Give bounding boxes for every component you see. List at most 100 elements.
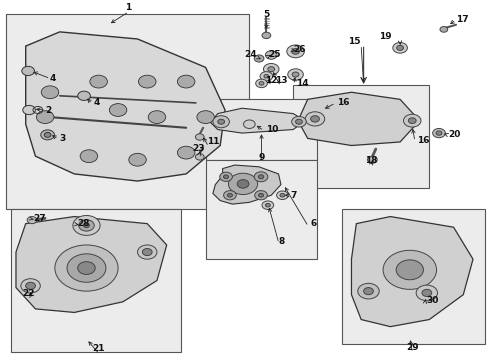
Text: 24: 24 <box>244 50 256 59</box>
Circle shape <box>395 260 423 280</box>
Circle shape <box>227 193 232 197</box>
Circle shape <box>291 72 298 77</box>
Circle shape <box>265 203 270 207</box>
Text: 15: 15 <box>347 37 360 46</box>
Circle shape <box>367 156 376 163</box>
Circle shape <box>223 175 228 179</box>
Circle shape <box>83 223 89 228</box>
Text: 7: 7 <box>290 191 296 200</box>
FancyBboxPatch shape <box>11 210 181 351</box>
Circle shape <box>148 111 165 123</box>
Circle shape <box>137 245 157 259</box>
Circle shape <box>255 79 267 87</box>
Circle shape <box>392 42 407 53</box>
Text: 17: 17 <box>455 15 468 24</box>
Polygon shape <box>351 217 472 327</box>
Circle shape <box>219 172 232 181</box>
Circle shape <box>435 131 441 135</box>
Circle shape <box>295 119 302 124</box>
Text: 1: 1 <box>124 3 131 12</box>
Circle shape <box>217 119 224 124</box>
Circle shape <box>310 116 319 122</box>
Circle shape <box>265 51 277 59</box>
Circle shape <box>254 191 267 200</box>
Polygon shape <box>210 108 305 133</box>
Text: 10: 10 <box>266 125 278 134</box>
Circle shape <box>26 282 35 289</box>
Circle shape <box>23 105 35 114</box>
Circle shape <box>55 245 118 291</box>
Circle shape <box>262 201 273 210</box>
Circle shape <box>197 111 214 123</box>
Text: 16: 16 <box>416 136 429 145</box>
Circle shape <box>195 154 203 160</box>
Circle shape <box>305 112 324 126</box>
Text: 9: 9 <box>258 153 264 162</box>
Circle shape <box>363 288 372 295</box>
Circle shape <box>357 283 378 299</box>
Circle shape <box>396 45 403 50</box>
Text: 23: 23 <box>192 144 204 153</box>
Circle shape <box>264 75 268 78</box>
Circle shape <box>21 279 40 293</box>
Circle shape <box>259 82 264 85</box>
Circle shape <box>291 49 299 54</box>
Circle shape <box>280 193 285 197</box>
Text: 16: 16 <box>336 98 348 107</box>
Circle shape <box>267 67 274 72</box>
Text: 20: 20 <box>448 130 460 139</box>
Circle shape <box>177 146 195 159</box>
Text: 3: 3 <box>60 134 66 143</box>
Text: 8: 8 <box>278 237 284 246</box>
Circle shape <box>67 254 106 282</box>
Circle shape <box>79 220 94 231</box>
FancyBboxPatch shape <box>341 210 484 345</box>
Circle shape <box>22 66 34 76</box>
Circle shape <box>142 248 152 256</box>
Circle shape <box>80 150 98 163</box>
Text: 2: 2 <box>45 105 51 114</box>
Text: 30: 30 <box>426 296 438 305</box>
Circle shape <box>291 116 305 127</box>
Circle shape <box>260 72 272 81</box>
Circle shape <box>41 86 59 99</box>
Circle shape <box>263 63 279 75</box>
FancyBboxPatch shape <box>205 99 317 160</box>
Circle shape <box>177 75 195 88</box>
Circle shape <box>287 69 303 80</box>
FancyBboxPatch shape <box>205 160 317 259</box>
Text: 4: 4 <box>94 98 100 107</box>
Text: 12: 12 <box>264 76 277 85</box>
Polygon shape <box>16 217 166 312</box>
Circle shape <box>78 262 95 274</box>
Circle shape <box>223 191 236 200</box>
Text: 25: 25 <box>267 50 280 59</box>
Circle shape <box>212 116 229 128</box>
Circle shape <box>262 32 270 39</box>
Circle shape <box>439 27 447 32</box>
Circle shape <box>78 91 90 100</box>
Text: 22: 22 <box>22 289 34 298</box>
Polygon shape <box>26 32 224 181</box>
Text: 14: 14 <box>295 79 307 88</box>
Text: 6: 6 <box>309 219 316 228</box>
Circle shape <box>90 75 107 88</box>
Text: 11: 11 <box>206 136 219 145</box>
FancyBboxPatch shape <box>292 85 428 188</box>
Circle shape <box>128 153 146 166</box>
Circle shape <box>286 45 304 58</box>
Circle shape <box>109 104 126 116</box>
Circle shape <box>36 111 54 123</box>
Text: 29: 29 <box>405 342 418 351</box>
Circle shape <box>415 285 437 301</box>
Circle shape <box>403 114 420 127</box>
Circle shape <box>73 216 100 235</box>
Polygon shape <box>212 165 281 204</box>
Text: 21: 21 <box>92 344 104 353</box>
Text: 13: 13 <box>274 76 286 85</box>
Circle shape <box>432 129 445 138</box>
Text: 27: 27 <box>33 214 45 223</box>
Text: 18: 18 <box>364 156 376 165</box>
Circle shape <box>276 191 287 199</box>
Text: 26: 26 <box>292 45 305 54</box>
